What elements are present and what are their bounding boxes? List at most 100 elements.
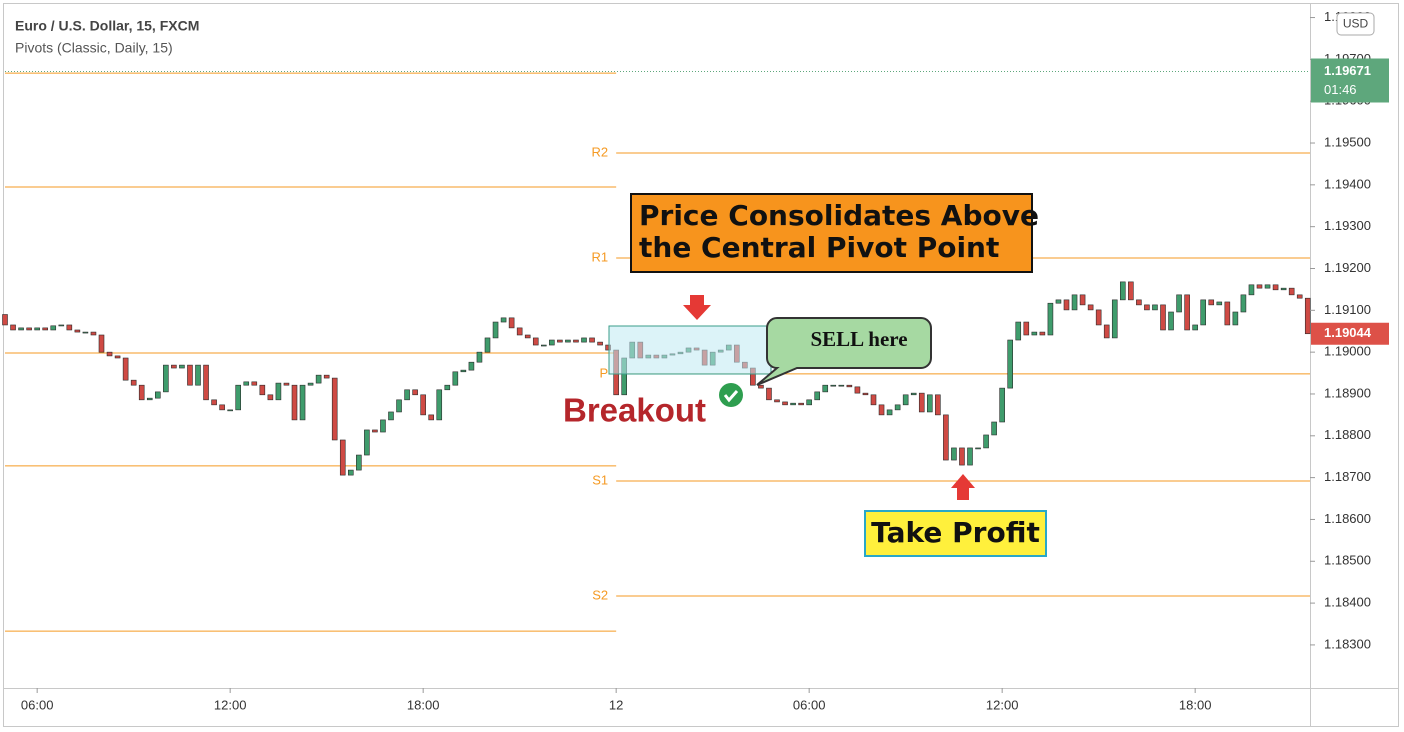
sell-label: SELL here xyxy=(810,327,907,351)
candle-body xyxy=(42,327,49,331)
price-marker-tag xyxy=(1311,58,1389,103)
candle-body xyxy=(331,377,338,441)
candle-body xyxy=(1176,294,1182,313)
candle-body xyxy=(484,337,491,353)
candle-body xyxy=(452,371,459,386)
last-price-label: 1.19044 xyxy=(1324,325,1372,340)
candle-body xyxy=(1144,304,1150,311)
candle-body xyxy=(364,429,370,456)
candle-body xyxy=(323,374,330,379)
candle-body xyxy=(66,324,73,331)
x-tick-label: 06:00 xyxy=(793,697,826,712)
currency-box xyxy=(1336,12,1375,36)
candle-body xyxy=(356,454,362,471)
down-arrow xyxy=(683,295,711,320)
candle-body xyxy=(18,327,24,331)
pivot-label: S2 xyxy=(592,587,608,602)
candle-body xyxy=(1095,309,1102,326)
y-tick-label: 1.19200 xyxy=(1324,260,1371,275)
candle-body xyxy=(291,384,298,421)
candle-body xyxy=(910,392,917,396)
x-tick-label: 12:00 xyxy=(214,697,247,712)
candle-body xyxy=(50,325,57,331)
candle-body xyxy=(557,339,563,343)
candle-body xyxy=(1136,299,1142,306)
y-tick-label: 1.19100 xyxy=(1324,302,1371,317)
candle-body xyxy=(822,384,829,393)
candle-body xyxy=(782,401,788,406)
candle-body xyxy=(436,389,443,421)
candle-body xyxy=(597,341,603,346)
candle-body xyxy=(396,399,402,413)
candle-body xyxy=(307,382,314,386)
candle-body xyxy=(460,369,467,373)
candle-body xyxy=(1232,311,1239,326)
candle-body xyxy=(1119,281,1126,301)
indicator-name: Pivots (Classic, Daily, 15) xyxy=(15,40,173,56)
x-tick-label: 12 xyxy=(609,697,623,712)
candle-body xyxy=(1031,331,1038,336)
candle-body xyxy=(1304,297,1311,335)
candle-body xyxy=(106,351,113,357)
candle-body xyxy=(1055,299,1062,304)
candle-body xyxy=(532,337,539,346)
candle-body xyxy=(1248,284,1255,296)
candle-body xyxy=(975,447,981,450)
candle-body xyxy=(1103,324,1110,339)
candle-body xyxy=(918,392,925,413)
candle-body xyxy=(508,317,515,329)
candle-body xyxy=(1224,301,1231,326)
candle-body xyxy=(838,384,845,387)
candle-body xyxy=(492,321,499,339)
candle-body xyxy=(573,339,579,343)
candle-body xyxy=(315,374,322,384)
x-tick-label: 18:00 xyxy=(407,697,440,712)
candle-body xyxy=(862,392,869,396)
candle-body xyxy=(814,391,821,401)
candle-body xyxy=(299,384,306,421)
candle-body xyxy=(1047,302,1054,336)
candle-body xyxy=(846,384,853,388)
candle-body xyxy=(1071,294,1078,311)
candle-body xyxy=(1208,299,1215,306)
candle-body xyxy=(758,384,764,389)
y-tick-label: 1.18600 xyxy=(1324,511,1371,526)
candle-body xyxy=(524,334,531,339)
candle-body xyxy=(468,361,475,371)
candle-body xyxy=(1168,311,1174,331)
candle-body xyxy=(211,399,217,406)
candle-body xyxy=(154,391,161,399)
candle-body xyxy=(372,429,378,433)
candle-body xyxy=(412,389,418,396)
candle-body xyxy=(98,334,105,353)
x-tick-label: 12:00 xyxy=(986,697,1019,712)
sell-bubble xyxy=(756,317,932,386)
candle-body xyxy=(122,357,129,381)
x-tick-label: 06:00 xyxy=(21,697,54,712)
candle-body xyxy=(267,394,274,401)
price-marker-label: 1.19671 xyxy=(1324,63,1371,78)
candle-body xyxy=(589,337,595,343)
y-tick-label: 1.18700 xyxy=(1324,469,1371,484)
candle-body xyxy=(146,397,153,401)
candle-body xyxy=(999,387,1005,423)
candle-body xyxy=(1288,287,1295,296)
x-tick-label: 18:00 xyxy=(1179,697,1212,712)
candle-body xyxy=(581,337,587,343)
candle-body xyxy=(967,447,973,466)
candle-body xyxy=(1296,294,1303,299)
candle-body xyxy=(1079,294,1086,306)
y-tick-label: 1.18800 xyxy=(1324,427,1371,442)
candle-body xyxy=(1152,304,1158,311)
up-arrow xyxy=(951,474,975,500)
candle-body xyxy=(1087,304,1094,311)
y-tick-label: 1.19300 xyxy=(1324,218,1371,233)
candle-body xyxy=(388,411,394,421)
candle-body xyxy=(1128,281,1134,301)
last-price-tag xyxy=(1311,322,1389,345)
candle-body xyxy=(1264,284,1271,289)
take-profit-box xyxy=(864,510,1047,557)
candle-body xyxy=(991,421,997,436)
candle-body xyxy=(138,384,145,401)
